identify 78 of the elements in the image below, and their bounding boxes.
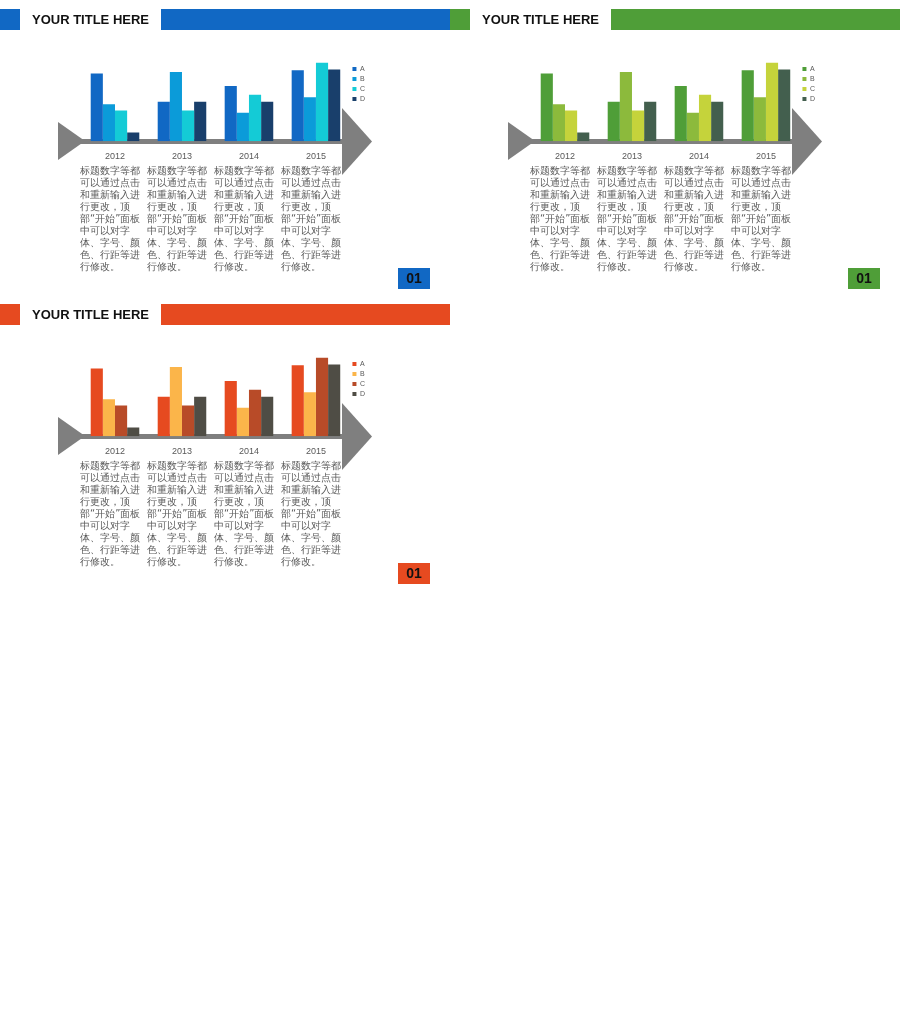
bar — [765, 62, 779, 142]
chart-title: YOUR TITLE HERE — [482, 11, 600, 29]
bar — [619, 71, 632, 142]
text: 标题数字等都可以通过点击和重新输入进行更改，顶部“开始”面板中可以对字体、字号、颜色、行距等进行修改。 — [529, 165, 591, 273]
bar — [236, 407, 249, 437]
bar — [169, 366, 182, 437]
x-tick-label: 2014 — [238, 151, 259, 162]
bar — [248, 94, 262, 142]
number-badge: 01 — [398, 563, 430, 584]
bar — [224, 86, 237, 142]
bar — [631, 110, 645, 142]
x-tick-label: 2013 — [621, 151, 642, 162]
text: 标题数字等都可以通过点击和重新输入进行更改，顶部“开始”面板中可以对字体、字号、颜色、行距等进行修改。 — [79, 165, 141, 273]
bar — [102, 399, 115, 437]
bar — [315, 62, 329, 142]
bar — [90, 368, 103, 437]
text: 标题数字等都可以通过点击和重新输入进行更改，顶部“开始”面板中可以对字体、字号、颜色、行距等进行修改。 — [596, 165, 658, 273]
text: 标题数字等都可以通过点击和重新输入进行更改，顶部“开始”面板中可以对字体、字号、颜色、行距等进行修改。 — [663, 165, 725, 273]
text: 标题数字等都可以通过点击和重新输入进行更改，顶部“开始”面板中可以对字体、字号、颜色、行距等进行修改。 — [79, 460, 141, 568]
bar — [90, 73, 103, 142]
text: 标题数字等都可以通过点击和重新输入进行更改，顶部“开始”面板中可以对字体、字号、颜色、行距等进行修改。 — [280, 460, 342, 568]
bar — [181, 110, 195, 142]
bar — [644, 101, 657, 142]
text: 标题数字等都可以通过点击和重新输入进行更改，顶部“开始”面板中可以对字体、字号、颜色、行距等进行修改。 — [730, 165, 792, 273]
bar — [248, 389, 262, 437]
x-tick-label: 2015 — [305, 446, 326, 457]
text: 标题数字等都可以通过点击和重新输入进行更改，顶部“开始”面板中可以对字体、字号、颜色、行距等进行修改。 — [213, 460, 275, 568]
text: 标题数字等都可以通过点击和重新输入进行更改，顶部“开始”面板中可以对字体、字号、颜色、行距等进行修改。 — [146, 460, 208, 568]
bar — [181, 405, 195, 437]
x-tick-label: 2013 — [171, 446, 192, 457]
bar — [114, 110, 128, 142]
text: 标题数字等都可以通过点击和重新输入进行更改，顶部“开始”面板中可以对字体、字号、颜色、行距等进行修改。 — [146, 165, 208, 273]
x-tick-label: 2014 — [688, 151, 709, 162]
bar — [291, 365, 304, 437]
bar — [564, 110, 578, 142]
bar — [711, 101, 724, 142]
bar — [741, 70, 754, 142]
bar — [303, 392, 316, 437]
x-tick-label: 2013 — [171, 151, 192, 162]
x-tick-label: 2012 — [104, 151, 126, 162]
bar — [157, 396, 170, 437]
bar — [540, 73, 553, 142]
x-tick-label: 2012 — [554, 151, 576, 162]
bar — [552, 104, 565, 142]
chart-title: YOUR TITLE HERE — [32, 306, 150, 324]
bar — [577, 132, 590, 142]
bar — [169, 71, 182, 142]
bar — [157, 101, 170, 142]
x-tick-label: 2015 — [305, 151, 326, 162]
bar — [686, 112, 699, 142]
bar — [315, 357, 329, 437]
bar — [698, 94, 712, 142]
text: 标题数字等都可以通过点击和重新输入进行更改，顶部“开始”面板中可以对字体、字号、颜色、行距等进行修改。 — [280, 165, 342, 273]
bar — [674, 86, 687, 142]
bar — [102, 104, 115, 142]
bar — [778, 69, 791, 142]
bar — [328, 69, 341, 142]
bar — [224, 381, 237, 437]
bar — [303, 97, 316, 142]
bar — [236, 112, 249, 142]
number-badge: 01 — [848, 268, 880, 289]
x-tick-label: 2012 — [104, 446, 126, 457]
bar — [127, 427, 140, 437]
chart-title: YOUR TITLE HERE — [32, 11, 150, 29]
bar — [261, 396, 274, 437]
number-badge: 01 — [398, 268, 430, 289]
text: 标题数字等都可以通过点击和重新输入进行更改，顶部“开始”面板中可以对字体、字号、颜色、行距等进行修改。 — [213, 165, 275, 273]
bar — [114, 405, 128, 437]
bar — [194, 101, 207, 142]
bar — [261, 101, 274, 142]
bar — [328, 364, 341, 437]
bar — [194, 396, 207, 437]
bar — [291, 70, 304, 142]
bar — [753, 97, 766, 142]
bar — [607, 101, 620, 142]
x-tick-label: 2015 — [755, 151, 776, 162]
bar — [127, 132, 140, 142]
x-tick-label: 2014 — [238, 446, 259, 457]
